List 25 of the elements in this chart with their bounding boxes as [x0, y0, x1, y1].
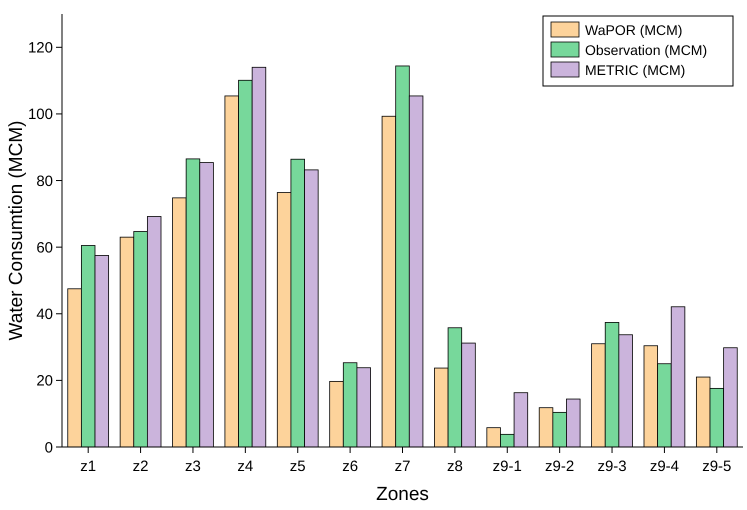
- y-tick-label: 20: [36, 372, 53, 390]
- legend-label: WaPOR (MCM): [585, 22, 682, 38]
- x-tick-label: z9-2: [545, 458, 574, 475]
- legend-label: METRIC (MCM): [585, 62, 686, 78]
- x-tick-label: z9-4: [650, 458, 680, 475]
- x-tick-label: z5: [290, 458, 306, 475]
- x-tick-label: z1: [80, 458, 96, 475]
- y-tick-label: 60: [36, 239, 53, 256]
- x-tick-label: z4: [237, 458, 254, 475]
- y-tick-label: 120: [28, 40, 53, 57]
- x-tick-label: z9-1: [492, 458, 522, 475]
- x-tick-label: z7: [394, 458, 410, 475]
- x-tick-label: z3: [185, 458, 201, 475]
- y-tick-label: 40: [36, 306, 53, 324]
- x-tick-label: z6: [342, 458, 358, 475]
- x-tick-label: z9-3: [597, 458, 627, 475]
- x-tick-label: z9-5: [702, 458, 732, 475]
- x-axis-title: Zones: [376, 484, 429, 505]
- x-tick-label: z2: [132, 458, 148, 475]
- y-tick-label: 80: [36, 172, 53, 190]
- y-axis-title: Water Consumtion (MCM): [6, 120, 27, 340]
- legend-label: Observation (MCM): [585, 42, 708, 58]
- y-tick-label: 100: [28, 106, 53, 124]
- y-tick-label: 0: [44, 439, 53, 456]
- x-tick-label: z8: [446, 458, 463, 475]
